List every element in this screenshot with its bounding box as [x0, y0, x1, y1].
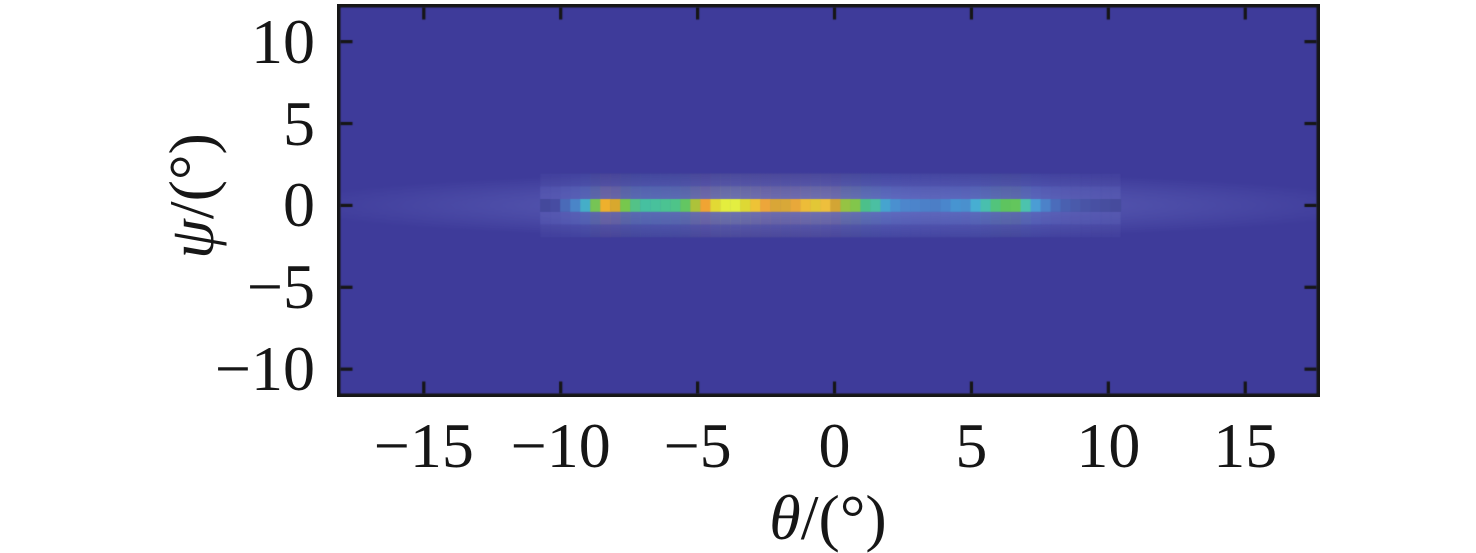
x-axis-label: θ/(°)	[769, 483, 886, 553]
y-tick-label: 10	[251, 5, 315, 77]
x-tick-label: 15	[1213, 410, 1278, 481]
y-axis-label: ψ/(°)	[156, 133, 227, 259]
x-tick-label: 0	[818, 410, 851, 481]
psi-symbol: ψ	[156, 219, 227, 259]
y-axis-unit: /(°)	[156, 133, 227, 220]
x-tick-label: −15	[373, 410, 474, 481]
x-tick-label: −10	[510, 410, 611, 481]
x-tick-label: 10	[1076, 410, 1141, 481]
x-tick-label: 5	[955, 410, 988, 481]
x-axis-unit: /(°)	[800, 482, 887, 553]
heatmap-canvas	[337, 4, 1320, 397]
y-tick-label: 0	[283, 169, 315, 241]
y-tick-label: 5	[283, 87, 315, 159]
x-tick-label: −5	[663, 410, 732, 481]
y-tick-label: −5	[246, 251, 315, 323]
y-tick-label: −10	[214, 333, 315, 405]
theta-symbol: θ	[769, 482, 801, 553]
